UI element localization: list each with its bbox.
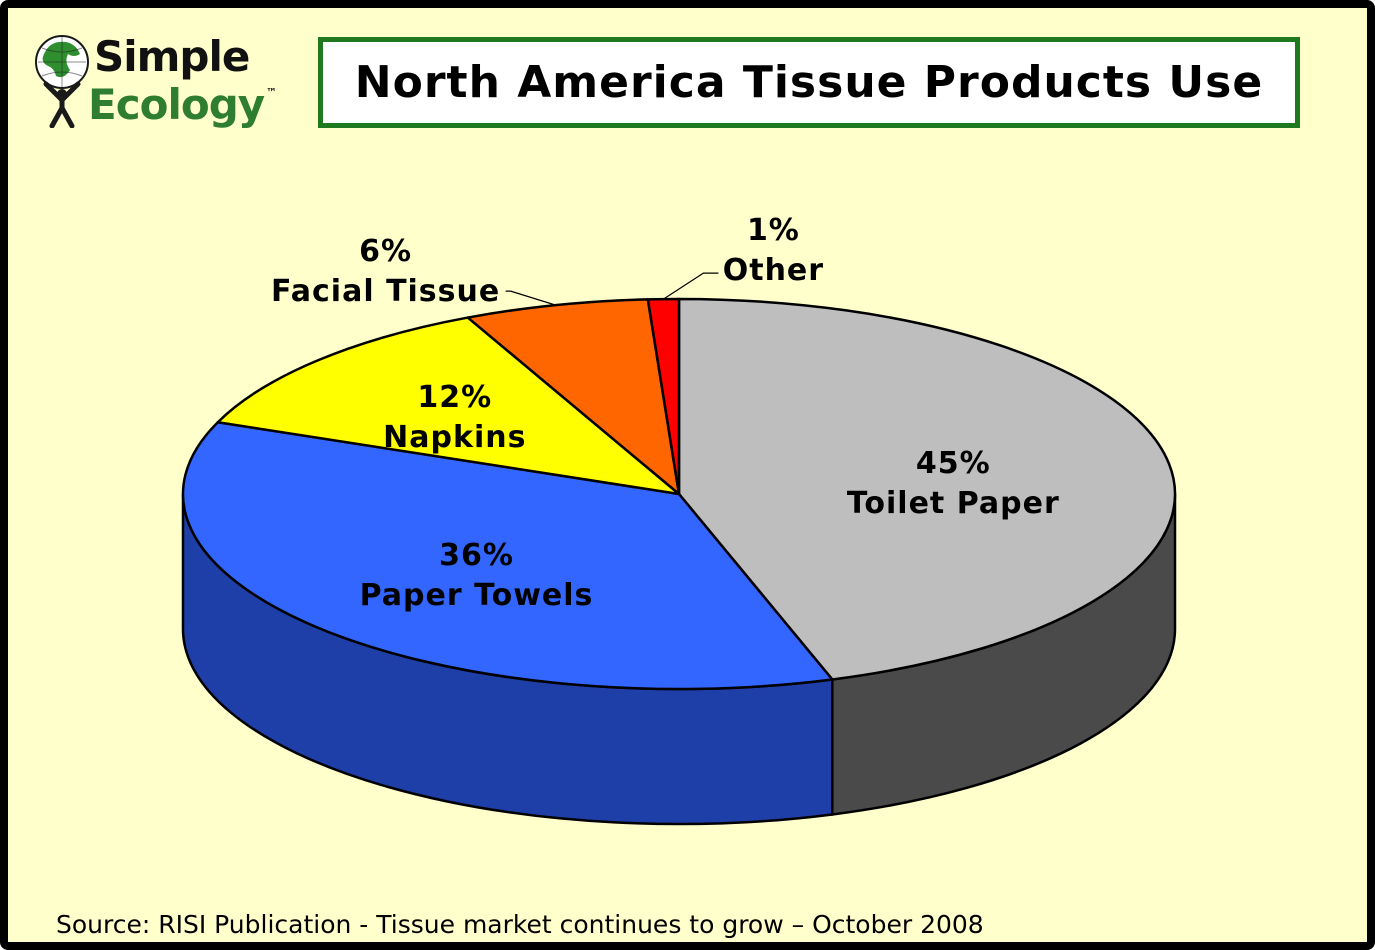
pie-labels: 45% Toilet Paper 36% Paper Towels 12% Napkins…	[271, 213, 1060, 613]
logo-text-simple: Simple	[94, 32, 250, 81]
chart-title: North America Tissue Products Use	[354, 57, 1264, 108]
category-label-other: Other	[723, 253, 824, 288]
pie-leader-lines	[505, 272, 719, 306]
percent-label-toilet-paper: 45%	[916, 446, 991, 481]
category-label-napkins: Napkins	[383, 420, 526, 455]
pie-slice-toilet-paper	[677, 297, 1177, 681]
percent-label-napkins: 12%	[417, 380, 492, 415]
pie-slice-paper-towels	[181, 420, 834, 691]
category-label-paper-towels: Paper Towels	[360, 578, 594, 613]
simple-ecology-logo: Simple Ecology ™	[30, 32, 300, 132]
pie-slice-napkins	[216, 316, 681, 496]
percent-label-paper-towels: 36%	[439, 538, 514, 573]
pie-slices	[181, 297, 1177, 691]
category-label-toilet-paper: Toilet Paper	[847, 486, 1060, 521]
percent-label-other: 1%	[747, 213, 800, 248]
pie-slice-other	[646, 297, 681, 496]
source-note: Source: RISI Publication - Tissue market…	[56, 910, 984, 939]
logo-trademark: ™	[266, 86, 277, 99]
chart-title-box: North America Tissue Products Use	[318, 37, 1300, 128]
leader-line-facial-tissue	[505, 290, 556, 306]
pie-slice-facial-tissue	[466, 298, 681, 496]
logo-text-ecology: Ecology	[88, 80, 265, 129]
leader-line-other	[663, 272, 719, 300]
percent-label-facial-tissue: 6%	[359, 234, 412, 269]
category-label-facial-tissue: Facial Tissue	[271, 274, 500, 309]
globe-figure-icon	[35, 35, 89, 128]
